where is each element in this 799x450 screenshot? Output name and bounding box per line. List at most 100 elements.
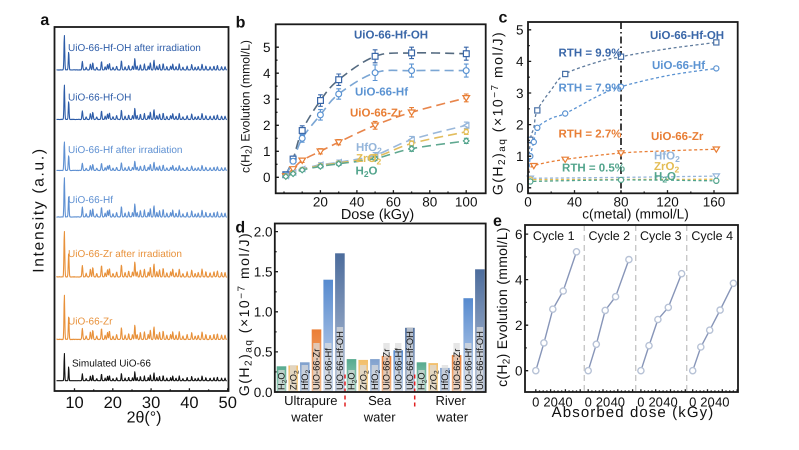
svg-text:3: 3 xyxy=(263,92,271,107)
svg-text:30: 30 xyxy=(142,394,160,412)
svg-text:0: 0 xyxy=(524,195,532,210)
svg-text:20: 20 xyxy=(543,395,557,410)
svg-text:UiO-66-Hf after irradiation: UiO-66-Hf after irradiation xyxy=(68,145,182,156)
svg-text:2.0: 2.0 xyxy=(254,224,273,239)
svg-text:UiO-66-Hf: UiO-66-Hf xyxy=(355,87,408,99)
svg-text:0: 0 xyxy=(637,395,644,410)
svg-text:UiO-66-Zr after irradiation: UiO-66-Zr after irradiation xyxy=(68,249,182,260)
svg-text:UiO-66-Hf: UiO-66-Hf xyxy=(393,348,403,390)
svg-text:c(metal) (mmol/L): c(metal) (mmol/L) xyxy=(582,207,689,222)
svg-text:RTH = 7.9%: RTH = 7.9% xyxy=(559,83,622,95)
svg-text:UiO-66-Hf: UiO-66-Hf xyxy=(463,348,473,390)
svg-text:40: 40 xyxy=(715,395,729,410)
svg-text:a: a xyxy=(40,12,49,29)
svg-text:Dose (kGy): Dose (kGy) xyxy=(341,207,414,223)
svg-text:5: 5 xyxy=(263,40,271,55)
svg-text:River: River xyxy=(436,393,467,408)
svg-text:H2O: H2O xyxy=(417,372,429,390)
svg-text:1: 1 xyxy=(516,149,524,164)
svg-text:HfO2: HfO2 xyxy=(654,151,680,165)
svg-text:40: 40 xyxy=(349,195,364,210)
svg-text:ZrO2: ZrO2 xyxy=(428,370,440,390)
svg-text:1: 1 xyxy=(263,144,271,159)
svg-text:1.0: 1.0 xyxy=(254,305,273,320)
svg-text:UiO-66-Zr: UiO-66-Zr xyxy=(452,349,462,390)
svg-text:2θ(°): 2θ(°) xyxy=(127,410,162,427)
svg-text:Sea: Sea xyxy=(368,393,392,408)
svg-text:120: 120 xyxy=(656,195,679,210)
svg-text:50: 50 xyxy=(219,394,237,412)
svg-text:20: 20 xyxy=(648,395,662,410)
svg-text:1.5: 1.5 xyxy=(254,265,273,280)
svg-text:RTH = 9.9%: RTH = 9.9% xyxy=(559,48,622,60)
svg-text:ZrO2: ZrO2 xyxy=(654,161,679,175)
svg-text:G(H2)aq (×10−7 mol/J): G(H2)aq (×10−7 mol/J) xyxy=(236,232,255,396)
svg-text:4: 4 xyxy=(263,66,271,81)
svg-text:20: 20 xyxy=(596,395,610,410)
svg-text:ZrO2: ZrO2 xyxy=(356,153,381,167)
svg-text:0: 0 xyxy=(516,181,524,196)
svg-text:5: 5 xyxy=(516,23,524,38)
svg-text:UiO-66-Zr: UiO-66-Zr xyxy=(350,108,403,120)
svg-text:0: 0 xyxy=(585,395,592,410)
svg-text:UiO-66-Zr: UiO-66-Zr xyxy=(312,349,322,390)
svg-text:UiO-66-Hf: UiO-66-Hf xyxy=(323,348,333,390)
svg-text:H2O: H2O xyxy=(356,166,378,180)
svg-text:ZrO2: ZrO2 xyxy=(288,370,300,390)
svg-text:water: water xyxy=(435,410,468,425)
svg-text:water: water xyxy=(363,410,396,425)
svg-text:0: 0 xyxy=(689,395,696,410)
svg-text:Simulated UiO-66: Simulated UiO-66 xyxy=(72,359,151,370)
svg-text:HfO2: HfO2 xyxy=(440,369,452,390)
svg-text:H2O: H2O xyxy=(654,171,676,185)
svg-text:40: 40 xyxy=(567,195,582,210)
svg-text:b: b xyxy=(236,15,246,32)
svg-text:0: 0 xyxy=(532,395,539,410)
svg-text:Cycle 3: Cycle 3 xyxy=(640,229,682,243)
svg-text:c(H2) Evolution (mmol/L): c(H2) Evolution (mmol/L) xyxy=(494,227,513,387)
svg-text:HfO2: HfO2 xyxy=(370,369,382,390)
svg-text:UiO-66-Hf-OH: UiO-66-Hf-OH xyxy=(354,30,428,42)
svg-text:UiO-66-Hf-OH: UiO-66-Hf-OH xyxy=(335,331,345,390)
svg-text:10: 10 xyxy=(65,394,83,412)
svg-text:H2O: H2O xyxy=(277,372,289,390)
svg-text:UiO-66-Hf-OH: UiO-66-Hf-OH xyxy=(405,331,415,390)
svg-text:3: 3 xyxy=(516,86,524,101)
svg-text:Cycle 1: Cycle 1 xyxy=(533,229,575,243)
svg-text:e: e xyxy=(493,213,502,230)
svg-text:40: 40 xyxy=(180,394,198,412)
svg-text:G(H2)aq (×10−7 mol/J): G(H2)aq (×10−7 mol/J) xyxy=(490,31,509,195)
svg-text:40: 40 xyxy=(611,395,625,410)
svg-text:80: 80 xyxy=(613,195,628,210)
svg-text:Absorbed dose (kGy): Absorbed dose (kGy) xyxy=(552,404,715,421)
svg-text:Intensity (a.u.): Intensity (a.u.) xyxy=(31,147,48,272)
svg-text:6: 6 xyxy=(515,227,523,242)
svg-text:UiO-66-Hf: UiO-66-Hf xyxy=(652,60,705,72)
svg-text:UiO-66-Zr: UiO-66-Zr xyxy=(382,349,392,390)
svg-text:UiO-66-Zr: UiO-66-Zr xyxy=(651,131,704,143)
svg-text:80: 80 xyxy=(422,195,437,210)
svg-text:UiO-66-Hf-OH after irradiation: UiO-66-Hf-OH after irradiation xyxy=(68,43,201,54)
svg-text:UiO-66-Hf-OH: UiO-66-Hf-OH xyxy=(475,331,485,390)
svg-text:2: 2 xyxy=(515,318,523,333)
svg-text:Cycle 2: Cycle 2 xyxy=(588,229,630,243)
svg-text:40: 40 xyxy=(663,395,677,410)
svg-text:c(H2) Evolution (mmol/L): c(H2) Evolution (mmol/L) xyxy=(239,40,254,173)
svg-text:0.0: 0.0 xyxy=(254,385,273,400)
svg-text:0.5: 0.5 xyxy=(254,345,273,360)
svg-text:UiO-66-Zr: UiO-66-Zr xyxy=(68,317,113,328)
svg-text:40: 40 xyxy=(558,395,572,410)
svg-text:Cycle 4: Cycle 4 xyxy=(691,229,733,243)
svg-text:c: c xyxy=(499,9,508,26)
svg-text:0: 0 xyxy=(263,170,271,185)
svg-text:water: water xyxy=(290,410,323,425)
svg-text:60: 60 xyxy=(386,195,401,210)
svg-text:RTH = 0.5%: RTH = 0.5% xyxy=(562,163,625,175)
svg-text:HfO2: HfO2 xyxy=(300,369,312,390)
svg-text:100: 100 xyxy=(455,195,478,210)
svg-text:ZrO2: ZrO2 xyxy=(358,370,370,390)
svg-text:Ultrapure: Ultrapure xyxy=(284,393,337,408)
svg-text:H2O: H2O xyxy=(347,372,359,390)
svg-text:0: 0 xyxy=(515,364,523,379)
svg-text:4: 4 xyxy=(515,272,523,287)
